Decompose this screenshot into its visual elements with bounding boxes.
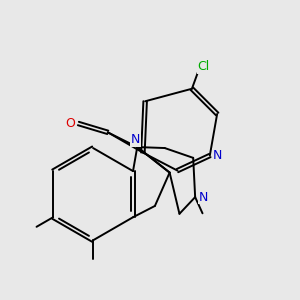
Text: N: N	[212, 149, 222, 162]
Text: N: N	[199, 190, 208, 204]
Text: N: N	[131, 133, 140, 146]
Text: Cl: Cl	[197, 60, 209, 73]
Text: O: O	[65, 117, 75, 130]
